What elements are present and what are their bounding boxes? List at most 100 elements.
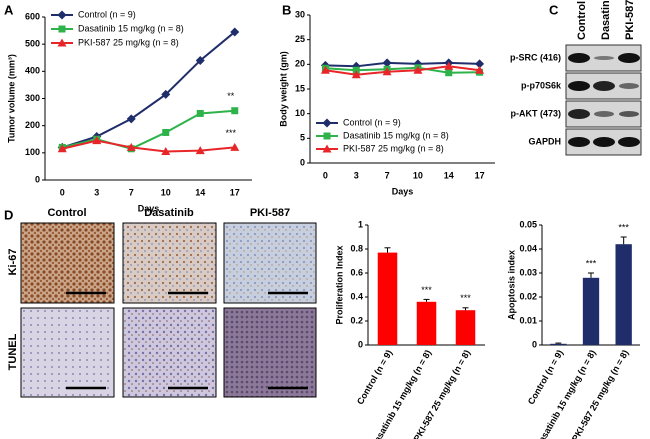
- x-axis-label: Days: [138, 203, 160, 213]
- marker: [475, 65, 485, 74]
- legend-marker: [58, 25, 66, 33]
- annotation: **: [227, 91, 235, 101]
- annotation: ***: [421, 285, 432, 295]
- y-tick-label: 400: [25, 66, 40, 76]
- marker: [57, 144, 67, 153]
- y-tick-label: 0: [532, 339, 537, 349]
- annotation: ***: [618, 222, 629, 232]
- bar: [377, 252, 398, 345]
- marker: [320, 65, 330, 74]
- histology-row: Ki-67: [7, 249, 19, 276]
- panel-label: A: [4, 2, 14, 17]
- legend-marker: [57, 38, 67, 47]
- blot-row: GAPDH: [528, 136, 561, 146]
- y-axis-label: Body weight (gm): [278, 51, 288, 127]
- legend-marker: [57, 10, 67, 20]
- bar: [416, 301, 437, 345]
- series-line: [62, 139, 235, 153]
- x-tick-label: Control (n = 9): [355, 348, 394, 406]
- y-tick-label: 0.2: [350, 315, 363, 325]
- y-tick-label: 20: [295, 59, 305, 69]
- x-tick-label: 14: [195, 187, 205, 197]
- annotation: ***: [586, 258, 597, 268]
- y-tick-label: 0.8: [350, 243, 363, 253]
- y-tick-label: 600: [25, 11, 40, 21]
- y-tick-label: 100: [25, 147, 40, 157]
- panel-label: C: [549, 2, 559, 17]
- y-tick-label: 0.03: [519, 267, 537, 277]
- marker: [92, 136, 102, 145]
- bar: [455, 310, 476, 345]
- bar: [615, 244, 632, 345]
- bar: [582, 277, 600, 345]
- x-tick-label: 10: [161, 187, 171, 197]
- y-axis-label: Apoptosis index: [506, 250, 516, 320]
- marker: [162, 128, 170, 136]
- marker: [444, 61, 454, 70]
- y-tick-label: 5: [300, 133, 305, 143]
- y-tick-label: 0.4: [350, 291, 363, 301]
- series-line: [61, 31, 236, 149]
- x-tick-label: Control (n = 9): [526, 348, 565, 406]
- y-tick-label: 0: [300, 157, 305, 167]
- annotation: ***: [225, 128, 236, 138]
- series-line: [325, 65, 480, 76]
- legend-marker: [322, 118, 332, 128]
- y-tick-label: 25: [295, 34, 305, 44]
- y-axis-label: Tumor volume (mm³): [6, 54, 16, 143]
- marker: [126, 142, 136, 151]
- y-tick-label: 15: [295, 83, 305, 93]
- histology-column: Control: [47, 207, 86, 219]
- x-tick-label: 14: [444, 170, 454, 180]
- x-tick-label: 3: [354, 170, 359, 180]
- x-tick-label: 0: [323, 170, 328, 180]
- y-tick-label: 500: [25, 39, 40, 49]
- x-tick-label: 17: [230, 187, 240, 197]
- x-tick-label: 10: [413, 170, 423, 180]
- histology-row: TUNEL: [7, 333, 19, 370]
- marker: [195, 146, 205, 155]
- x-tick-label: 0: [60, 187, 65, 197]
- y-tick-label: 0.02: [519, 291, 537, 301]
- marker: [351, 70, 361, 79]
- x-tick-label: PKI-587 25 mg/kg (n = 8): [570, 348, 631, 439]
- y-axis-label: Proliferation Index: [334, 245, 344, 324]
- marker: [231, 107, 239, 115]
- y-tick-label: 200: [25, 120, 40, 130]
- legend-label: Dasatinib 15 mg/kg (n = 8): [78, 23, 184, 33]
- blot-column: PKI-587: [624, 0, 636, 40]
- y-tick-label: 30: [295, 9, 305, 19]
- y-tick-label: 0: [35, 174, 40, 184]
- y-tick-label: 0.01: [519, 315, 537, 325]
- y-tick-label: 0.05: [519, 219, 537, 229]
- x-tick-label: 7: [129, 187, 134, 197]
- x-axis-label: Days: [392, 186, 414, 196]
- marker: [445, 69, 453, 77]
- legend-marker: [323, 132, 331, 140]
- legend-marker: [322, 144, 332, 153]
- blot-column: Control: [576, 1, 588, 40]
- y-tick-label: 300: [25, 93, 40, 103]
- y-tick-label: 1: [358, 219, 363, 229]
- histology-column: Dasatinib: [144, 207, 194, 219]
- y-tick-label: 0.6: [350, 267, 363, 277]
- blot-column: Dasatinib: [600, 0, 612, 40]
- marker: [382, 58, 392, 68]
- legend-label: Control (n = 9): [343, 117, 401, 127]
- bar: [550, 343, 567, 345]
- x-tick-label: 17: [475, 170, 485, 180]
- y-tick-label: 0.04: [519, 243, 537, 253]
- legend-label: Control (n = 9): [78, 9, 136, 19]
- marker: [413, 65, 423, 74]
- y-tick-label: 0: [358, 339, 363, 349]
- blot-row: p-AKT (473): [510, 108, 561, 118]
- legend-label: PKI-587 25 mg/kg (n = 8): [343, 143, 444, 153]
- y-tick-label: 10: [295, 108, 305, 118]
- marker: [161, 89, 171, 99]
- histology-column: PKI-587: [250, 207, 290, 219]
- panel-label: D: [4, 207, 13, 222]
- series-line: [325, 61, 480, 68]
- marker: [475, 59, 485, 69]
- legend-label: Dasatinib 15 mg/kg (n = 8): [343, 130, 449, 140]
